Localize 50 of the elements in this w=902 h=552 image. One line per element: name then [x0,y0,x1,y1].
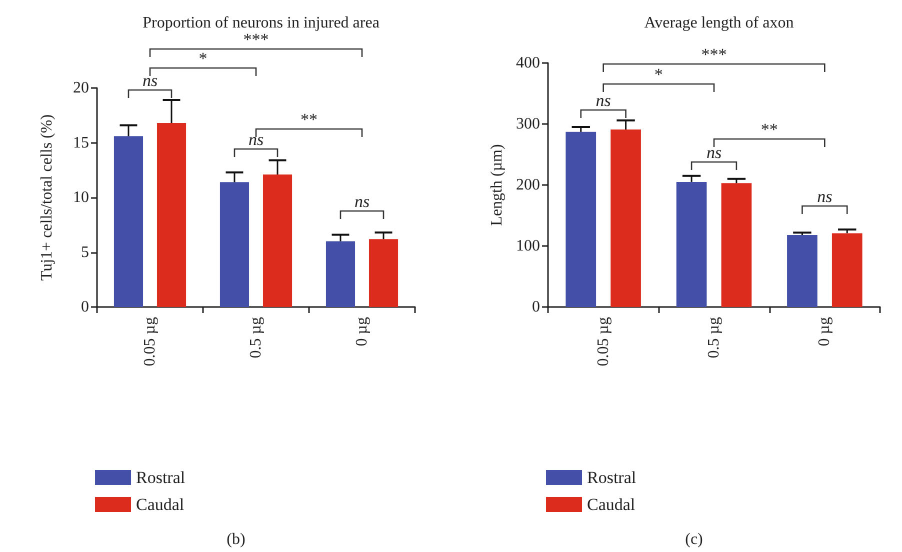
annotation: ns [596,91,612,110]
annotation: ** [760,120,778,139]
bar [566,132,596,307]
annotation: ns [354,192,370,211]
annotation: ns [142,71,158,90]
bar [156,123,186,307]
annotation: * [654,65,663,84]
annotation: ** [300,110,318,129]
legend-label: Rostral [136,468,186,487]
y-tick-label: 15 [73,134,89,152]
y-tick-label: 0 [81,298,89,316]
legend-label: Rostral [587,468,636,487]
y-axis-title: Tuj1+ cells/total cells (%) [38,114,56,281]
annotation: *** [701,45,727,64]
y-tick-label: 10 [73,189,89,206]
y-tick-label: 100 [516,238,540,254]
bar [832,233,862,307]
y-tick-label: 300 [516,116,540,132]
bar [262,174,292,307]
y-tick-label: 20 [73,80,89,96]
chart-title: Proportion of neurons in injured area [142,14,380,32]
x-tick-label: 0.5 µg [706,317,722,358]
x-tick-label: 0.05 µg [594,317,612,366]
legend-label: Caudal [587,495,636,514]
y-tick-label: 400 [516,54,540,72]
annotation: ns [817,187,833,206]
y-tick-label: 5 [81,244,89,261]
chart-title: Average length of axon [644,14,794,32]
bar [220,182,250,307]
bar [610,129,641,307]
y-tick-label: 200 [516,176,540,194]
bar [368,239,398,307]
y-axis-title: Length (µm) [488,144,506,226]
x-tick-label: 0.5 µg [248,317,264,358]
x-tick-label: 0 µg [354,317,370,346]
annotation: ns [248,130,264,149]
annotation: ns [706,143,722,162]
text: * [198,49,208,68]
text: (b) [226,531,246,548]
bar [676,182,707,307]
bar [721,183,752,307]
bar [114,136,144,307]
bar [326,241,356,307]
y-tick-label: 0 [532,298,540,316]
bar [787,235,818,307]
x-tick-label: 0 µg [816,317,834,346]
legend-label: Caudal [136,495,184,514]
text: (c) [685,531,703,548]
x-tick-label: 0.05 µg [142,317,158,366]
text: *** [243,30,269,49]
